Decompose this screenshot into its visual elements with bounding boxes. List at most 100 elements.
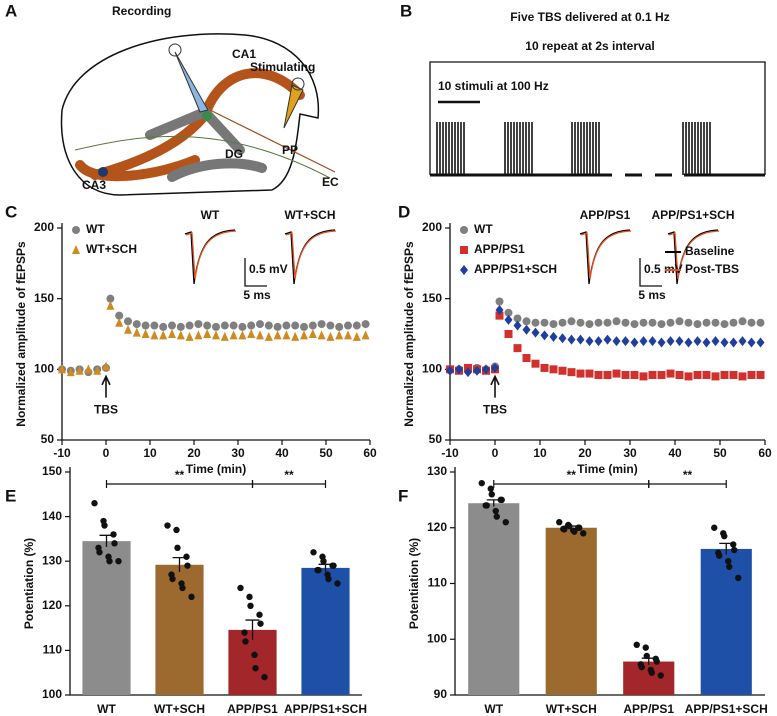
data-point (91, 500, 98, 507)
data-point (352, 331, 361, 341)
data-point (261, 673, 268, 681)
data-point (702, 318, 711, 327)
y-tick-label: 110 (428, 576, 448, 590)
panel-letter: C (5, 202, 17, 221)
data-point (179, 584, 186, 592)
x-tick-label: APP/PS1+SCH (685, 702, 768, 716)
data-point (102, 361, 110, 371)
data-point (251, 651, 258, 659)
data-point (212, 330, 220, 340)
data-point (594, 318, 603, 327)
y-tick-label: 50 (41, 432, 55, 446)
scale-label: 5 ms (243, 288, 271, 302)
data-point (220, 331, 229, 341)
x-tick-label: 50 (713, 446, 727, 460)
data-point (675, 370, 684, 379)
data-point (612, 369, 621, 378)
data-point (241, 629, 248, 636)
data-point (176, 322, 185, 331)
data-point (666, 318, 675, 327)
data-point (702, 337, 711, 348)
data-point (711, 372, 720, 381)
data-point (657, 320, 666, 329)
data-point (738, 317, 747, 326)
label: Recording (112, 4, 171, 18)
data-point (747, 337, 756, 348)
scale-label: 5 ms (638, 288, 666, 302)
dg-band (167, 158, 267, 182)
data-point (648, 336, 657, 347)
data-point (756, 318, 765, 327)
legend-label: WT+SCH (86, 242, 137, 256)
data-point (330, 562, 337, 569)
data-point (603, 334, 612, 345)
x-tick-label: -10 (53, 446, 71, 460)
data-point (720, 337, 729, 348)
data-point (502, 518, 509, 526)
significance-label: ** (175, 468, 185, 482)
data-point (194, 320, 203, 329)
data-point (455, 364, 463, 375)
data-point (612, 336, 621, 347)
data-point (558, 318, 567, 327)
data-point (621, 336, 630, 347)
data-point (482, 364, 490, 375)
data-point (738, 372, 747, 381)
data-point (483, 502, 490, 509)
annotation: TBS (94, 402, 118, 416)
panel-letter: F (398, 486, 408, 505)
data-point (344, 330, 352, 340)
data-point (571, 528, 578, 535)
data-point (643, 652, 650, 660)
data-point (567, 334, 576, 345)
y-axis-label: Potentiation (%) (22, 538, 36, 629)
data-point (242, 638, 249, 645)
data-point (352, 321, 361, 330)
data-point (492, 507, 499, 515)
data-point (325, 575, 332, 583)
data-point (621, 370, 630, 379)
data-point (580, 530, 587, 537)
data-point (576, 318, 585, 327)
data-point (556, 518, 563, 526)
data-point (730, 541, 737, 548)
data-point (93, 365, 102, 375)
x-tick-label: APP/PS1 (623, 702, 674, 716)
data-point (446, 365, 454, 376)
data-point (264, 321, 273, 330)
data-point (185, 321, 194, 330)
arrow (490, 374, 500, 398)
data-point (308, 329, 317, 338)
annotation: TBS (483, 402, 507, 416)
data-point (110, 531, 117, 538)
data-point (183, 553, 190, 560)
data-point (653, 658, 660, 665)
data-point (66, 367, 75, 377)
data-point (247, 321, 256, 330)
y-tick-label: 150 (42, 464, 62, 478)
x-tick-label: 10 (533, 446, 547, 460)
data-point (594, 370, 603, 379)
y-tick-label: 140 (42, 509, 62, 523)
x-tick-label: WT+SCH (546, 702, 597, 716)
data-point (291, 321, 300, 330)
data-point (756, 337, 765, 348)
data-point (159, 330, 168, 340)
data-point (594, 336, 603, 347)
data-point (693, 336, 702, 347)
data-point (101, 522, 108, 529)
data-point (540, 318, 549, 327)
data-point (106, 558, 113, 565)
bar (228, 629, 277, 695)
data-point (168, 329, 176, 338)
data-point (257, 620, 264, 627)
data-point (561, 526, 568, 533)
data-point (256, 611, 263, 618)
data-point (237, 584, 244, 592)
x-tick-label: 50 (319, 446, 333, 460)
data-point (729, 337, 738, 348)
x-tick-label: WT (97, 702, 116, 716)
data-point (256, 330, 264, 340)
data-point (747, 370, 756, 379)
cell (202, 111, 212, 121)
